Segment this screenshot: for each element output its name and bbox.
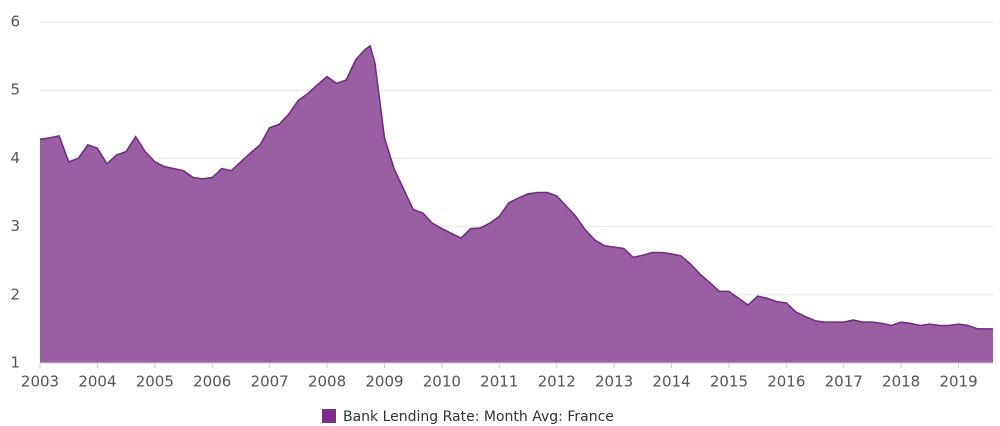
area-line bbox=[39, 44, 993, 330]
legend-swatch bbox=[322, 409, 336, 423]
x-tick-label: 2007 bbox=[251, 373, 289, 391]
x-tick-label: 2009 bbox=[365, 373, 403, 391]
y-tick-label: 4 bbox=[10, 149, 20, 167]
y-tick-label: 2 bbox=[10, 285, 20, 303]
x-tick-label: 2019 bbox=[939, 373, 977, 391]
y-tick-label: 1 bbox=[10, 354, 20, 372]
x-tick-label: 2008 bbox=[308, 373, 346, 391]
x-tick-label: 2006 bbox=[193, 373, 231, 391]
area bbox=[40, 45, 993, 364]
x-tick-label: 2003 bbox=[21, 373, 59, 391]
x-tick-label: 2018 bbox=[882, 373, 920, 391]
x-tick-label: 2012 bbox=[538, 373, 576, 391]
x-tick-label: 2015 bbox=[710, 373, 748, 391]
y-tick-label: 5 bbox=[10, 81, 20, 99]
y-tick-label: 6 bbox=[10, 13, 20, 31]
x-tick-label: 2016 bbox=[767, 373, 805, 391]
x-tick-label: 2013 bbox=[595, 373, 633, 391]
x-tick-label: 2010 bbox=[423, 373, 461, 391]
y-tick-label: 3 bbox=[10, 217, 20, 235]
x-tick-label: 2004 bbox=[78, 373, 116, 391]
x-tick-label: 2011 bbox=[480, 373, 518, 391]
x-tick-label: 2017 bbox=[825, 373, 863, 391]
x-tick-label: 2014 bbox=[652, 373, 690, 391]
legend-label: Bank Lending Rate: Month Avg: France bbox=[343, 409, 614, 425]
x-tick-label: 2005 bbox=[136, 373, 174, 391]
